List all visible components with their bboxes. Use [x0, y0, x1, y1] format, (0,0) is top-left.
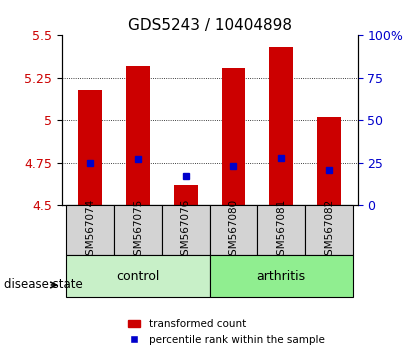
Text: GSM567076: GSM567076 — [181, 199, 191, 262]
FancyBboxPatch shape — [257, 205, 305, 255]
Text: GSM567080: GSM567080 — [229, 199, 238, 262]
FancyBboxPatch shape — [67, 255, 210, 297]
Text: control: control — [116, 270, 160, 282]
Bar — [79, 90, 102, 205]
Text: disease state: disease state — [4, 279, 83, 291]
FancyBboxPatch shape — [305, 205, 353, 255]
Text: GSM567081: GSM567081 — [276, 199, 286, 262]
Text: GSM567082: GSM567082 — [324, 199, 334, 262]
Bar — [222, 68, 245, 205]
FancyBboxPatch shape — [210, 205, 257, 255]
Text: GSM567074: GSM567074 — [85, 199, 95, 262]
FancyBboxPatch shape — [162, 205, 210, 255]
FancyBboxPatch shape — [67, 205, 114, 255]
Bar — [269, 47, 293, 205]
Bar — [174, 185, 198, 205]
Legend: transformed count, percentile rank within the sample: transformed count, percentile rank withi… — [124, 315, 328, 349]
FancyBboxPatch shape — [210, 255, 353, 297]
Text: GSM567075: GSM567075 — [133, 199, 143, 262]
Bar — [317, 117, 341, 205]
Text: arthritis: arthritis — [256, 270, 306, 282]
Title: GDS5243 / 10404898: GDS5243 / 10404898 — [127, 18, 292, 33]
FancyBboxPatch shape — [114, 205, 162, 255]
Bar — [126, 66, 150, 205]
